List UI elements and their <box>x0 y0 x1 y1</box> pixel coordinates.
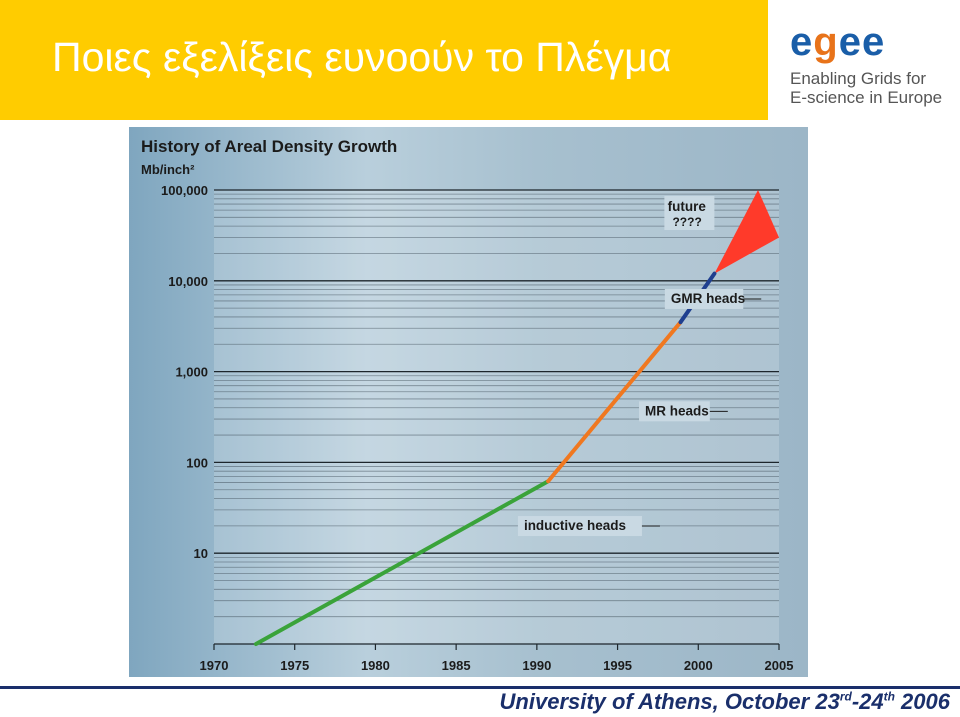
x-tick-label: 1975 <box>280 658 309 673</box>
chart-marks: 100,000 10,000 1,000 100 10 1970 1975 1980 1985 1… <box>161 183 793 673</box>
footer <box>0 686 960 717</box>
footer-main: University of Athens, October 23 <box>499 689 840 714</box>
chart: 100,000 10,000 1,000 100 10 1970 1975 1980 1985 1… <box>129 127 808 677</box>
footer-sup-th: th <box>883 689 895 704</box>
annotation-bg <box>639 401 710 422</box>
logo-tagline-2: E-science in Europe <box>790 88 943 107</box>
series-line <box>546 320 683 484</box>
x-tick-label: 2000 <box>684 658 713 673</box>
annotation-bg <box>517 516 642 537</box>
x-tick-label: 1995 <box>603 658 632 673</box>
logo-letter: g <box>813 20 839 64</box>
logo-letter: e <box>861 20 886 64</box>
series-annotation: inductive heads <box>524 518 626 533</box>
title-band <box>0 0 768 120</box>
egee-logo: egee Enabling Grids for E-science in Eur… <box>790 22 950 114</box>
y-axis-label: Mb/inch² <box>141 162 195 177</box>
y-tick-label: 100,000 <box>161 183 208 198</box>
future-label-bg <box>664 196 715 230</box>
logo-letter: e <box>838 20 862 64</box>
x-tick-label: 1985 <box>442 658 471 673</box>
logo-letter: e <box>790 20 814 64</box>
chart-svg: 100,000 10,000 1,000 100 10 1970 1975 1980 1985 1… <box>129 127 808 677</box>
slide-title: Ποιες εξελίξεις ευνοούν το Πλέγμα <box>52 34 672 80</box>
x-tick-label: 1980 <box>361 658 390 673</box>
y-tick-label: 10,000 <box>168 274 208 289</box>
y-tick-label: 10 <box>194 546 208 561</box>
chart-title: History of Areal Density Growth <box>141 137 397 156</box>
footer-end: 2006 <box>894 689 950 714</box>
footer-sup-rd: rd <box>839 689 852 704</box>
x-tick-label: 1970 <box>200 658 229 673</box>
logo-tagline-1: Enabling Grids for <box>790 69 927 88</box>
logo-wordmark: egee <box>790 22 885 62</box>
series-annotation: GMR heads <box>671 291 745 306</box>
future-question-marks: ???? <box>672 215 701 229</box>
footer-caption: University of Athens, October 23rd-24th … <box>500 689 950 715</box>
y-tick-label: 100 <box>186 455 208 470</box>
series-annotation: MR heads <box>645 403 709 418</box>
series-line <box>253 479 551 646</box>
y-tick-label: 1,000 <box>175 365 208 380</box>
future-projection <box>714 190 779 274</box>
footer-mid: -24 <box>851 689 884 714</box>
annotation-bg <box>664 288 744 309</box>
x-tick-label: 2005 <box>765 658 794 673</box>
footer-rule <box>0 686 960 689</box>
x-tick-label: 1990 <box>522 658 551 673</box>
future-label: future <box>668 199 707 214</box>
